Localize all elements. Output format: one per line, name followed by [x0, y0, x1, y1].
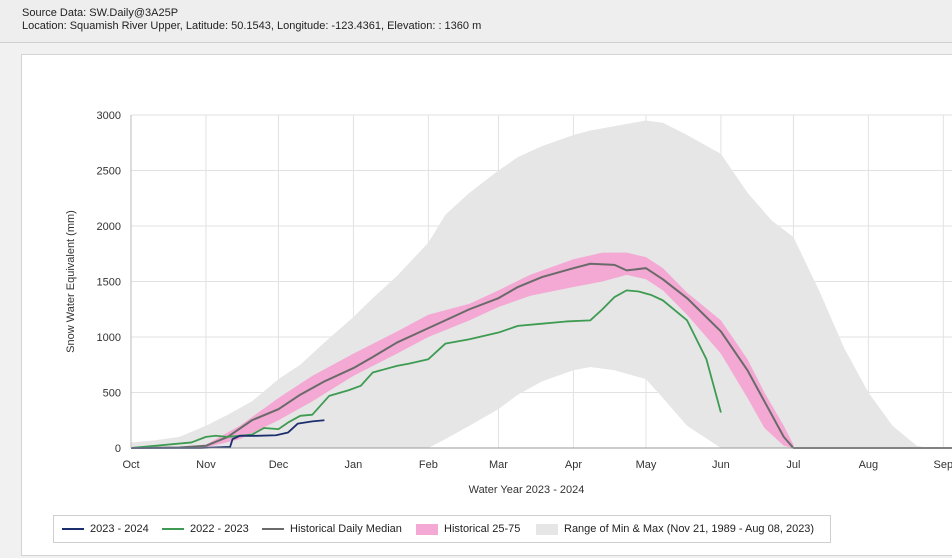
x-tick-label-nov: Nov: [196, 459, 216, 471]
x-tick-label-jul: Jul: [786, 459, 800, 471]
location-label: Location: Squamish River Upper, Latitude…: [22, 20, 482, 32]
info-header: Source Data: SW.Daily@3A25P Location: Sq…: [0, 0, 952, 43]
legend-swatch-median: [262, 528, 284, 530]
y-tick-label-0: 0: [115, 443, 121, 455]
x-tick-label-dec: Dec: [269, 459, 289, 471]
legend-swatch-2022-2023: [162, 528, 184, 530]
legend-item-min-max[interactable]: Range of Min & Max (Nov 21, 1989 - Aug 0…: [536, 516, 814, 542]
legend-label-min-max: Range of Min & Max (Nov 21, 1989 - Aug 0…: [564, 523, 815, 535]
legend-item-2022-2023[interactable]: 2022 - 2023: [162, 516, 249, 542]
legend-item-25-75[interactable]: Historical 25-75: [416, 516, 520, 542]
historical-25-75-band: [131, 252, 794, 448]
x-tick-label-jun: Jun: [712, 459, 730, 471]
y-tick-label-1500: 1500: [97, 277, 121, 289]
legend-label-2023-2024: 2023 - 2024: [90, 523, 149, 535]
x-tick-label-may: May: [636, 459, 657, 471]
legend-label-25-75: Historical 25-75: [444, 523, 521, 535]
series-2022-2023-line: [130, 289, 722, 449]
x-tick-label-feb: Feb: [419, 459, 438, 471]
x-tick-label-mar: Mar: [489, 459, 508, 471]
y-tick-label-2500: 2500: [97, 166, 121, 178]
x-tick-label-apr: Apr: [565, 459, 582, 471]
swe-chart: 0 500 1000 1500 2000 2500 3000 Oct Nov Dec Jan Feb M…: [65, 110, 952, 496]
y-tick-label-500: 500: [103, 388, 121, 400]
x-tick-label-sep: Sep: [934, 459, 952, 471]
legend-label-median: Historical Daily Median: [290, 523, 402, 535]
legend-swatch-min-max: [536, 523, 558, 535]
legend-label-2022-2023: 2022 - 2023: [190, 523, 249, 535]
chart-panel: 0 500 1000 1500 2000 2500 3000 Oct Nov Dec Jan Feb M…: [21, 54, 952, 556]
x-tick-label-jan: Jan: [345, 459, 363, 471]
legend-swatch-2023-2024: [62, 528, 84, 530]
x-axis-title: Water Year 2023 - 2024: [469, 484, 585, 496]
y-axis-title: Snow Water Equivalent (mm): [65, 210, 77, 353]
legend-item-median[interactable]: Historical Daily Median: [262, 516, 402, 542]
legend-swatch-25-75: [416, 523, 438, 535]
y-tick-label-3000: 3000: [97, 110, 121, 122]
x-tick-label-oct: Oct: [122, 459, 139, 471]
chart-legend: 2023 - 2024 2022 - 2023 Historical Daily…: [53, 515, 831, 543]
source-data-label: Source Data: SW.Daily@3A25P: [22, 7, 179, 19]
historical-median-line: [130, 262, 952, 449]
x-tick-label-aug: Aug: [859, 459, 879, 471]
y-tick-label-2000: 2000: [97, 221, 121, 233]
legend-item-2023-2024[interactable]: 2023 - 2024: [62, 516, 149, 542]
y-tick-label-1000: 1000: [97, 332, 121, 344]
